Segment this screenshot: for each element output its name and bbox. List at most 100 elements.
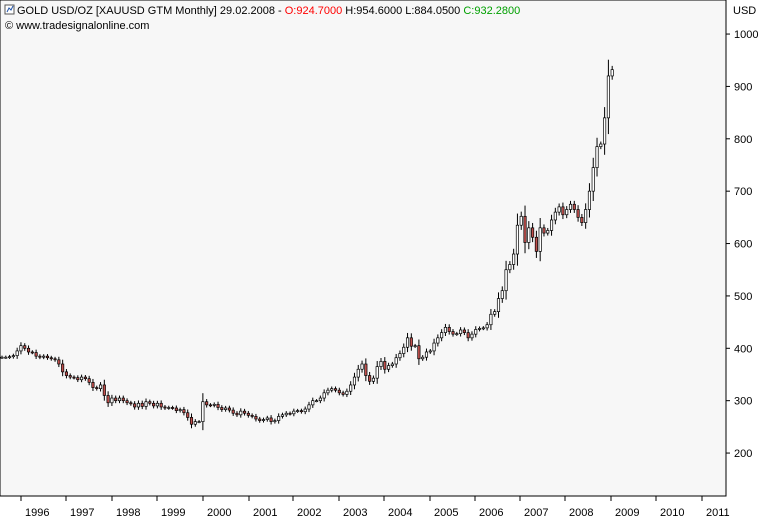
y-tick-label: 300: [734, 396, 752, 408]
candle-body: [95, 387, 99, 389]
candle-body: [182, 409, 186, 414]
candle-body: [30, 351, 34, 354]
plot-area: [0, 0, 727, 497]
candle-body: [387, 365, 391, 370]
candle-body: [68, 375, 72, 378]
candle-body: [125, 400, 129, 404]
candle-body: [121, 397, 125, 402]
candle-body: [587, 190, 592, 210]
candle-body: [477, 328, 482, 330]
y-tick-label: 200: [734, 448, 752, 460]
x-tick-label: 2004: [388, 507, 412, 519]
candle-body: [8, 356, 12, 359]
candle-body: [504, 269, 508, 292]
candle-body: [299, 410, 303, 413]
candle-body: [76, 377, 80, 381]
candle-body: [102, 384, 106, 396]
candle-body: [595, 146, 599, 168]
candle-body: [322, 392, 326, 399]
candle-body: [584, 209, 588, 223]
x-axis: 1996 1997 1998 1999 2000 2001 2002 2003 2004 2005…: [20, 496, 730, 519]
candle-body: [591, 167, 595, 192]
candle-body: [189, 417, 194, 425]
candle-body: [23, 345, 27, 349]
candle-body: [220, 407, 224, 410]
candle-body: [326, 389, 330, 394]
candle-body: [315, 400, 319, 403]
candle-body: [561, 206, 565, 216]
candle-body: [163, 406, 167, 409]
candle-body: [284, 412, 288, 416]
y-tick-label: 600: [734, 239, 752, 251]
candle-body: [485, 324, 489, 329]
candle-body: [205, 401, 209, 406]
y-tick-label: 400: [734, 343, 752, 355]
candle-body: [371, 377, 375, 382]
candle-body: [512, 253, 516, 265]
candle-body: [307, 404, 311, 410]
candle-body: [557, 206, 561, 213]
candle-body: [197, 421, 201, 423]
candle-body: [424, 351, 429, 358]
candle-body: [531, 227, 535, 238]
candle-body: [155, 402, 159, 407]
x-tick-label: 2005: [434, 507, 458, 519]
candle-body: [38, 355, 42, 358]
x-tick-label: 2011: [706, 507, 730, 519]
candle-body: [481, 327, 485, 330]
candle-body: [519, 215, 523, 226]
candle-body: [466, 332, 470, 339]
candle-body: [576, 209, 580, 218]
candle-body: [462, 329, 466, 333]
y-tick-label: 500: [734, 291, 752, 303]
x-tick-label: 2007: [524, 507, 548, 519]
candle-body: [405, 337, 410, 348]
candle-body: [296, 410, 300, 412]
candle-body: [216, 403, 220, 408]
candle-body: [364, 363, 368, 376]
x-tick-label: 2009: [615, 507, 639, 519]
candle-body: [235, 412, 239, 416]
header-open: O:924.7000: [285, 5, 343, 17]
candle-body: [311, 400, 315, 406]
candle-body: [49, 357, 53, 360]
candle-body: [159, 402, 163, 408]
candle-body: [208, 404, 213, 407]
candle-body: [337, 389, 341, 394]
candle-body: [436, 337, 440, 344]
candle-body: [98, 384, 103, 389]
candle-body: [538, 227, 542, 252]
candle-body: [565, 209, 569, 216]
candle-body: [489, 313, 493, 326]
candle-body: [15, 350, 19, 356]
candle-body: [603, 117, 607, 145]
candle-body: [227, 407, 231, 411]
y-axis-unit: USD: [733, 5, 756, 17]
candle-body: [493, 311, 497, 315]
candle-body: [171, 407, 175, 409]
candle-body: [34, 352, 38, 357]
candle-body: [527, 227, 531, 243]
candle-body: [349, 384, 353, 392]
candle-body: [341, 392, 345, 395]
candle-body: [83, 376, 87, 380]
candle-body: [91, 381, 95, 388]
x-tick-label: 1998: [116, 507, 140, 519]
candle-body: [193, 421, 197, 425]
candle-body: [11, 355, 15, 358]
candle-body: [53, 358, 57, 361]
candle-body: [277, 416, 281, 421]
candle-body: [231, 409, 235, 414]
header-icon: [4, 4, 15, 15]
candle-body: [114, 397, 118, 402]
candle-body: [224, 407, 228, 410]
candle-body: [375, 366, 379, 379]
candle-body: [246, 412, 250, 416]
candle-body: [368, 375, 372, 382]
x-tick-label: 2003: [343, 507, 367, 519]
candle-body: [80, 376, 84, 381]
x-tick-label: 2010: [660, 507, 684, 519]
candle-body: [250, 414, 254, 417]
candle-body: [568, 203, 573, 210]
